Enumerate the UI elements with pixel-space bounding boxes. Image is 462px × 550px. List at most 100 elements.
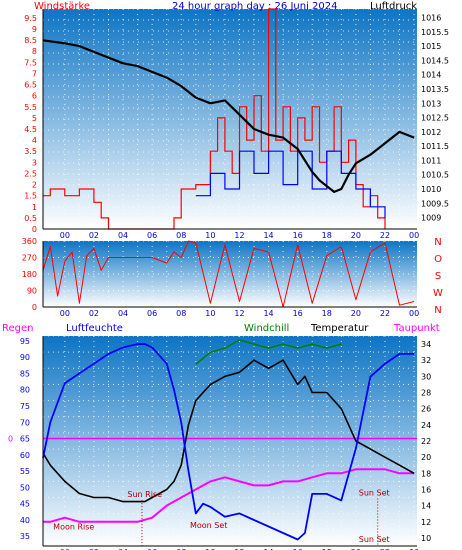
x-tick-label: 02 [89, 309, 99, 318]
pressure-axis-tick-label: 1013 [421, 99, 441, 108]
humidity-axis-tick-label: 75 [20, 402, 30, 411]
humidity-axis-tick-label: 85 [20, 369, 30, 378]
direction-axis-tick-label: 360 [22, 237, 37, 246]
x-tick-label: 12 [234, 231, 244, 240]
wind-axis-tick-label: 9 [32, 25, 37, 34]
x-tick-label: 18 [322, 309, 332, 318]
pressure-axis-tick-label: 1010 [421, 185, 441, 194]
wind-axis-tick-label: 0 [32, 225, 37, 234]
pressure-axis-tick-label: 1012.5 [421, 114, 449, 123]
x-tick-label: 14 [263, 548, 273, 550]
pressure-axis-tick-label: 1011 [421, 156, 441, 165]
compass-label: S [435, 271, 441, 282]
x-tick-label: 20 [351, 548, 361, 550]
humidity-axis-tick-label: 70 [20, 418, 30, 427]
direction-axis-tick-label: 0 [32, 303, 37, 312]
x-tick-label: 02 [89, 231, 99, 240]
header-title: 24 hour graph day : 26 Juni 2024 [172, 1, 338, 12]
pressure-axis-tick-label: 1009 [421, 214, 441, 223]
x-tick-label: 10 [205, 231, 215, 240]
pressure-axis-tick-label: 1009.5 [421, 199, 449, 208]
wind-direction-plot-area [43, 241, 417, 307]
x-tick-label: 14 [263, 231, 273, 240]
humidity-axis-tick-label: 90 [20, 353, 30, 362]
wind-direction-series [42, 240, 415, 308]
windchill-series [195, 339, 342, 365]
event-annotation: Moon Set [190, 521, 227, 530]
x-tick-label: 16 [293, 231, 303, 240]
x-tick-label: 00 [409, 231, 419, 240]
x-tick-label: 20 [351, 309, 361, 318]
temperature-axis-tick-label: 16 [421, 485, 431, 494]
regen-label: Regen [2, 323, 34, 334]
wind-axis-tick-label: 4.5 [24, 125, 37, 134]
wind-axis-tick-label: 6 [32, 92, 37, 101]
pressure-axis-tick-label: 1014 [421, 71, 441, 80]
x-tick-label: 10 [205, 309, 215, 318]
wind-axis-tick-label: 3 [32, 158, 37, 167]
temperature-axis-tick-label: 20 [421, 453, 431, 462]
direction-axis-tick-label: 180 [22, 270, 37, 279]
x-tick-label: 16 [293, 548, 303, 550]
humidity-axis-tick-label: 45 [20, 500, 30, 509]
x-tick-label: 06 [147, 548, 157, 550]
pressure-axis-tick-label: 1014.5 [421, 56, 449, 65]
compass-label: N [434, 305, 441, 316]
header-right-label: Luftdruck [370, 1, 417, 12]
header-left-label: Windstärke [34, 1, 90, 12]
wind-axis-tick-label: 5 [32, 114, 37, 123]
wind-axis-tick-label: 7.5 [24, 58, 37, 67]
temperature-axis-tick-label: 18 [421, 469, 431, 478]
temperature-axis-tick-label: 30 [421, 372, 431, 381]
x-tick-label: 00 [60, 548, 70, 550]
wind-axis-tick-label: 2 [32, 181, 37, 190]
wind-axis-tick-label: 1.5 [24, 192, 37, 201]
event-annotation: Sun Set [359, 489, 390, 498]
temperature-axis-tick-label: 14 [421, 502, 431, 511]
temperature-axis-tick-label: 28 [421, 389, 431, 398]
x-tick-label: 06 [147, 309, 157, 318]
event-annotation: Moon Rise [53, 523, 94, 532]
x-tick-label: 10 [205, 548, 215, 550]
x-tick-label: 04 [118, 548, 128, 550]
temperature-axis-tick-label: 22 [421, 437, 431, 446]
x-tick-label: 06 [147, 231, 157, 240]
wind-axis-tick-label: 6.5 [24, 81, 37, 90]
compass-label: N [434, 237, 441, 248]
direction-axis-tick-label: 90 [27, 287, 37, 296]
compass-label: W [433, 288, 443, 299]
compass-label: O [434, 254, 442, 265]
x-tick-label: 08 [176, 231, 186, 240]
taupunkt-label: Taupunkt [393, 323, 440, 334]
x-tick-label: 22 [380, 548, 390, 550]
x-tick-label: 20 [351, 231, 361, 240]
temperature-plot-area [43, 336, 417, 546]
event-annotation: Sun Rise [127, 490, 162, 499]
pressure-axis-tick-label: 1016 [421, 14, 441, 23]
wind-axis-tick-label: 1 [32, 203, 37, 212]
pressure-axis-tick-label: 1015 [421, 42, 441, 51]
humidity-axis-tick-label: 50 [20, 483, 30, 492]
wind-gust-series [195, 150, 386, 218]
pressure-axis-tick-label: 1010.5 [421, 171, 449, 180]
x-tick-label: 18 [322, 231, 332, 240]
wind-axis-tick-label: 9.5 [24, 14, 37, 23]
x-tick-label: 08 [176, 309, 186, 318]
x-tick-label: 12 [234, 309, 244, 318]
x-tick-label: 14 [263, 309, 273, 318]
pressure-axis-tick-label: 1015.5 [421, 28, 449, 37]
event-annotation: Sun Set [359, 535, 390, 544]
pressure-axis-tick-label: 1012 [421, 128, 441, 137]
humidity-axis-tick-label: 35 [20, 532, 30, 541]
x-tick-label: 18 [322, 548, 332, 550]
x-tick-label: 04 [118, 309, 128, 318]
windchill-label: Windchill [244, 323, 289, 334]
wind-axis-tick-label: 5.5 [24, 103, 37, 112]
temperature-axis-tick-label: 24 [421, 421, 431, 430]
wind-pressure-plot-area [43, 9, 417, 229]
x-tick-label: 04 [118, 231, 128, 240]
rain-axis-tick-label: 0 [8, 435, 13, 444]
humidity-axis-tick-label: 55 [20, 467, 30, 476]
